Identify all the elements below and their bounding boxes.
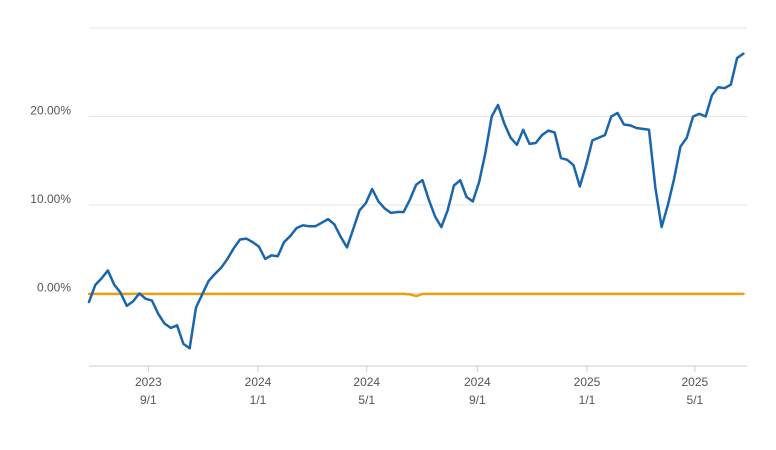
series-line [87,52,745,350]
x-tick-label: 9/1 [469,393,486,407]
x-tick-label: 1/1 [250,393,267,407]
y-tick-label: 10.00% [30,192,71,206]
y-tick-label: 0.00% [37,281,71,295]
x-tick-label: 5/1 [687,393,704,407]
x-tick-label: 1/1 [579,393,596,407]
y-tick-label: 20.00% [30,104,71,118]
x-tick-label: 5/1 [358,393,375,407]
x-tick-year: 2025 [682,375,709,389]
x-tick-year: 2024 [353,375,380,389]
x-tick-year: 2024 [464,375,491,389]
x-tick-year: 2023 [135,375,162,389]
x-tick-year: 2025 [574,375,601,389]
x-tick-label: 9/1 [140,393,157,407]
x-tick-year: 2024 [245,375,272,389]
series-line [87,292,745,298]
